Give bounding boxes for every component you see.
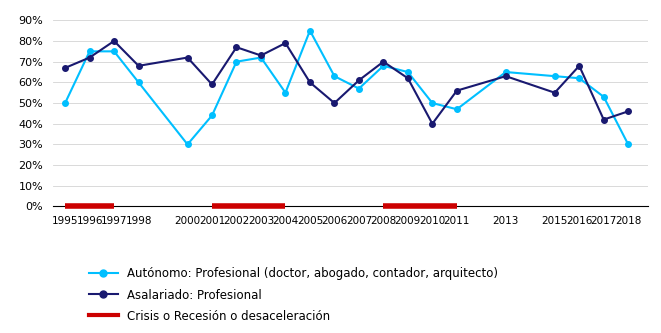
Legend: Autónomo: Profesional (doctor, abogado, contador, arquitecto), Asalariado: Profe: Autónomo: Profesional (doctor, abogado, … — [89, 267, 498, 323]
